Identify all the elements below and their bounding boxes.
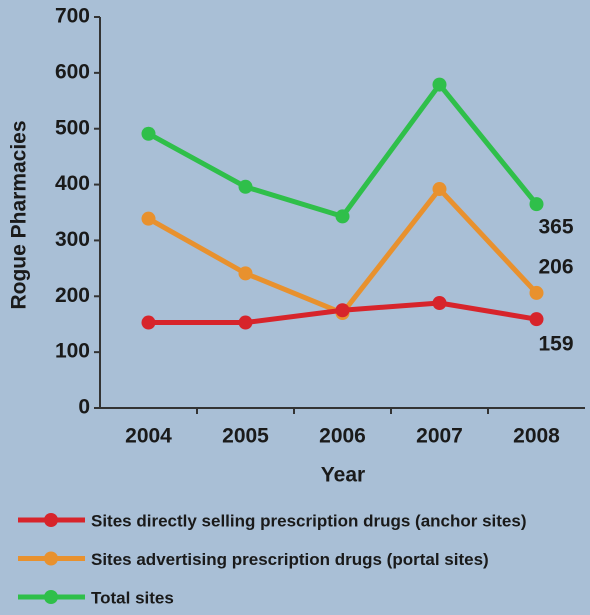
point xyxy=(238,315,253,330)
point xyxy=(141,315,156,330)
point xyxy=(529,197,544,212)
y-tick-label: 200 xyxy=(55,284,90,307)
legend-label: Sites directly selling prescription drug… xyxy=(91,511,527,530)
point xyxy=(141,211,156,226)
point xyxy=(238,179,253,194)
point xyxy=(432,77,447,92)
legend-marker xyxy=(44,551,58,566)
series-line xyxy=(147,82,539,219)
legend-marker xyxy=(44,590,58,604)
y-tick-label: 0 xyxy=(78,396,90,419)
x-tick-label: 2004 xyxy=(125,425,172,448)
y-tick-label: 500 xyxy=(55,116,90,139)
x-tick-label: 2007 xyxy=(416,425,463,448)
point xyxy=(238,266,253,281)
y-tick-label: 400 xyxy=(55,172,90,195)
point xyxy=(432,182,447,197)
y-tick-label: 700 xyxy=(55,5,90,28)
data-label: 206 xyxy=(539,255,574,278)
series-line xyxy=(147,186,539,316)
legend-label: Total sites xyxy=(91,588,174,607)
point xyxy=(335,303,350,318)
data-label: 365 xyxy=(539,216,574,239)
y-tick-label: 100 xyxy=(55,340,90,363)
point xyxy=(529,285,544,300)
x-tick-label: 2006 xyxy=(319,425,366,448)
x-tick-label: 2005 xyxy=(222,425,269,448)
legend-label: Sites advertising prescription drugs (po… xyxy=(91,550,489,569)
y-tick-label: 300 xyxy=(55,228,90,251)
point xyxy=(432,295,447,310)
x-tick-label: 2008 xyxy=(513,425,560,448)
point xyxy=(335,209,350,224)
point xyxy=(141,126,156,141)
y-axis-label: Rogue Pharmacies xyxy=(8,120,31,309)
data-label: 159 xyxy=(539,333,574,356)
y-tick-label: 600 xyxy=(55,60,90,83)
legend-marker xyxy=(44,513,58,527)
x-axis-label: Year xyxy=(321,464,365,487)
point xyxy=(529,312,544,327)
